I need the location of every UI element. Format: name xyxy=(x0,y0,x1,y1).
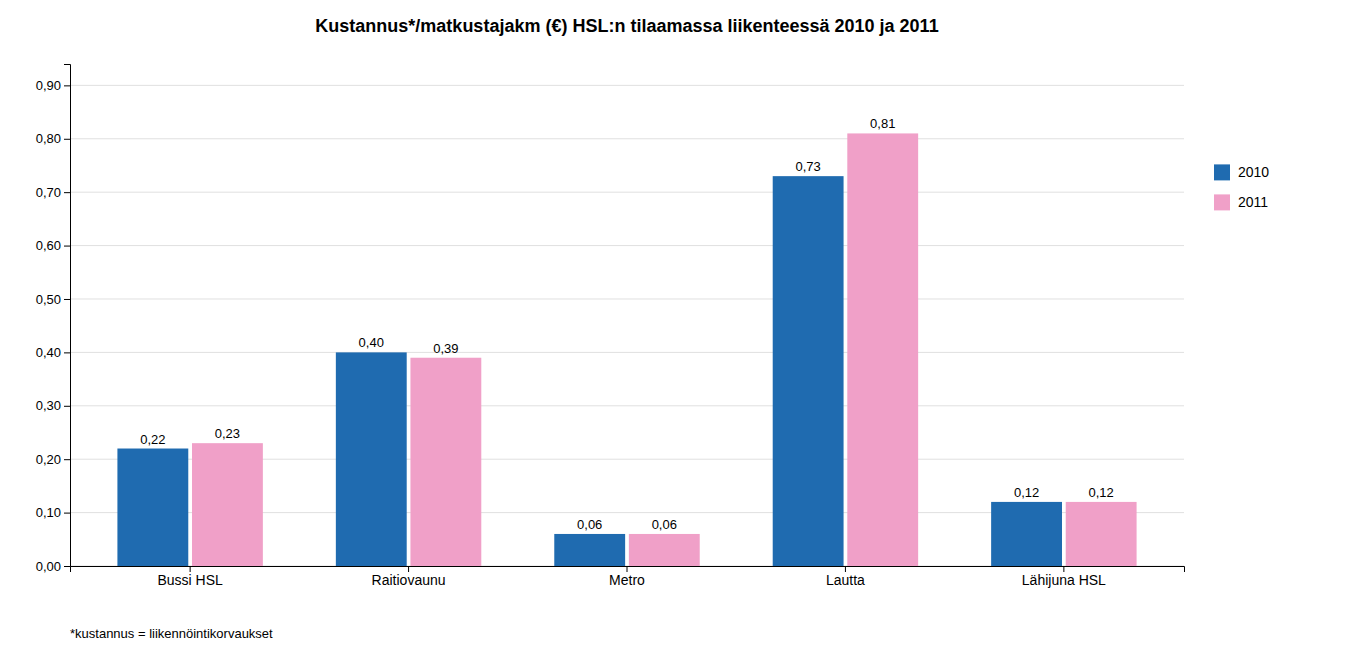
x-axis: Bussi HSL Raitiovaunu Metro Lautta Lähijuna … xyxy=(71,566,1185,588)
data-label: 0,12 xyxy=(1014,485,1039,500)
series xyxy=(117,176,1062,566)
data-labels: 0,22 0,40 0,06 0,73 0,12 0,23 0,39 0,06 0,81 0,12 xyxy=(140,116,1114,532)
legend-item: 2010 xyxy=(1214,164,1269,180)
tick-mark xyxy=(64,85,70,86)
tick-label: 0,20 xyxy=(36,452,61,467)
series xyxy=(192,133,1137,566)
tick: Raitiovaunu xyxy=(372,566,446,588)
grid-line xyxy=(70,192,1184,193)
tick: 0,80 xyxy=(36,131,70,146)
tick-label: Lautta xyxy=(826,572,865,588)
tick-mark xyxy=(64,299,70,300)
tick-label: 0,50 xyxy=(36,292,61,307)
tick-mark xyxy=(64,352,70,353)
chart: Kustannus*/matkustajakm (€) HSL:n tilaam… xyxy=(0,0,1354,652)
tick: Metro xyxy=(609,566,645,588)
tick: 0,00 xyxy=(36,559,70,574)
tick-label: 0,80 xyxy=(36,131,61,146)
tick-mark xyxy=(64,459,70,460)
tick-mark xyxy=(64,566,70,567)
legend-label: 2010 xyxy=(1238,164,1269,180)
tick: Bussi HSL xyxy=(157,566,223,588)
legend-item: 2011 xyxy=(1214,194,1268,210)
tick: 0,50 xyxy=(36,292,70,307)
tick: 0,60 xyxy=(36,238,70,253)
title: Kustannus*/matkustajakm (€) HSL:n tilaam… xyxy=(315,16,938,36)
tick: 0,10 xyxy=(36,505,70,520)
grid-line xyxy=(70,352,1184,353)
grid-line xyxy=(70,85,1184,86)
data-label: 0,40 xyxy=(359,335,384,350)
tick-label: 0,40 xyxy=(36,345,61,360)
axis-line xyxy=(64,65,71,567)
data-label: 0,12 xyxy=(1088,485,1113,500)
bar xyxy=(117,449,188,566)
tick-mark xyxy=(64,406,70,407)
tick-label: Metro xyxy=(609,572,645,588)
legend-swatch xyxy=(1214,194,1230,210)
y-axis: 0,00 0,10 0,20 0,30 0,40 0,50 0,60 0,70 0,80 0,90 xyxy=(36,65,71,574)
tick-label: 0,10 xyxy=(36,505,61,520)
grid-line xyxy=(70,245,1184,246)
bars xyxy=(117,133,1136,566)
tick-label: 0,30 xyxy=(36,398,61,413)
bar xyxy=(773,176,844,566)
legend: 2010 2011 xyxy=(1214,164,1269,210)
tick: 0,70 xyxy=(36,185,70,200)
grid xyxy=(70,85,1184,566)
tick-mark xyxy=(64,192,70,193)
data-label: 0,81 xyxy=(870,116,895,131)
bar xyxy=(629,534,700,566)
tick: Lähijuna HSL xyxy=(1022,566,1106,588)
data-label: 0,06 xyxy=(577,517,602,532)
bar xyxy=(554,534,625,566)
grid-line xyxy=(70,138,1184,139)
bar xyxy=(847,133,918,566)
bar xyxy=(1066,502,1137,566)
tick-label: 0,90 xyxy=(36,78,61,93)
tick: 0,90 xyxy=(36,78,70,93)
footnote: *kustannus = liikennöintikorvaukset xyxy=(70,626,273,641)
tick-label: Bussi HSL xyxy=(157,572,223,588)
tick-label: 0,00 xyxy=(36,559,61,574)
plot: 0,22 0,40 0,06 0,73 0,12 0,23 0,39 0,06 0,81 0,12… xyxy=(36,65,1185,588)
tick: 0,20 xyxy=(36,452,70,467)
tick: Lautta xyxy=(826,566,865,588)
tick: 0,40 xyxy=(36,345,70,360)
bar xyxy=(410,358,481,566)
tick: 0,30 xyxy=(36,398,70,413)
tick-mark xyxy=(64,513,70,514)
data-label: 0,73 xyxy=(795,159,820,174)
tick-label: 0,60 xyxy=(36,238,61,253)
tick-mark xyxy=(64,139,70,140)
bar xyxy=(336,352,407,566)
bar xyxy=(991,502,1062,566)
grid-line xyxy=(70,298,1184,299)
bar xyxy=(192,443,263,566)
data-label: 0,23 xyxy=(215,426,240,441)
data-label: 0,22 xyxy=(140,432,165,447)
grid-line xyxy=(70,405,1184,406)
data-label: 0,39 xyxy=(433,341,458,356)
data-label: 0,06 xyxy=(652,517,677,532)
tick-mark xyxy=(64,246,70,247)
tick-label: Raitiovaunu xyxy=(372,572,446,588)
legend-label: 2011 xyxy=(1238,194,1268,210)
tick-label: 0,70 xyxy=(36,185,61,200)
tick-label: Lähijuna HSL xyxy=(1022,572,1106,588)
legend-swatch xyxy=(1214,164,1230,180)
